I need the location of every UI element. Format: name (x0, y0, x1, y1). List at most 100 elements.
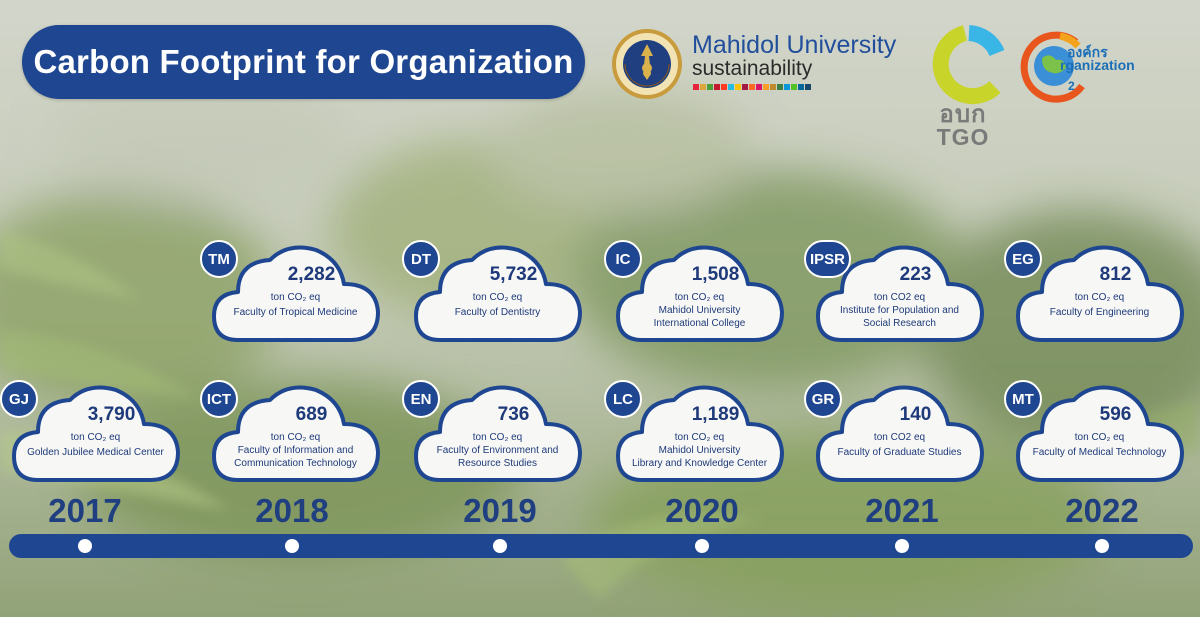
organization-code-badge: DT (402, 240, 440, 278)
organization-name: Faculty of Medical Technology (1016, 446, 1183, 459)
organization-name-line: Mahidol University (658, 445, 741, 456)
cloud-shape (816, 245, 984, 342)
emission-value: 5,732 (489, 264, 538, 285)
sdg-color-swatch (735, 84, 741, 90)
timeline-dot (78, 539, 92, 553)
organization-code-badge: EN (402, 380, 440, 418)
emission-value: 140 (899, 404, 932, 425)
organization-code-badge: TM (200, 240, 238, 278)
organization-name: Faculty of Tropical Medicine (212, 306, 379, 319)
timeline-dot (895, 539, 909, 553)
year-label-2018: 2018 (255, 492, 329, 529)
organization-name-line: Institute for Population and (840, 305, 959, 316)
emission-unit: ton CO₂ eq (1074, 432, 1125, 443)
emission-value: 596 (1099, 404, 1132, 425)
organization-name-line: Faculty of Medical Technology (1032, 447, 1167, 458)
organization-code-badge: IC (604, 240, 642, 278)
mahidol-seal-logo (612, 29, 682, 99)
organization-code-badge: EG (1004, 240, 1042, 278)
emission-unit: ton CO₂ eq (472, 292, 523, 303)
organization-name-line: Communication Technology (234, 458, 357, 469)
cloud-card-en: EN 736 ton CO₂ eq Faculty of Environment an… (402, 380, 585, 490)
sdg-color-swatch (707, 84, 713, 90)
cloud-card-dt: DT 5,732 ton CO₂ eq Faculty of Dentistry (402, 240, 585, 350)
sdg-color-swatch (700, 84, 706, 90)
emission-value: 223 (899, 264, 932, 285)
sdg-color-swatch (721, 84, 727, 90)
organization-name: Faculty of Information and Communication … (212, 444, 379, 470)
cloud-card-gr: GR 140 ton CO2 eq Faculty of Graduate Studi… (804, 380, 987, 490)
sdg-color-swatch (770, 84, 776, 90)
organization-name-line: Faculty of Graduate Studies (837, 447, 962, 458)
co2-organization-thai-label: องค์กร (1067, 44, 1108, 60)
mahidol-university-name: Mahidol University (692, 31, 897, 59)
organization-code-badge: LC (604, 380, 642, 418)
organization-name: Faculty of Environment and Resource Studi… (414, 444, 581, 470)
emission-unit: ton CO₂ eq (674, 432, 725, 443)
sdg-color-swatch (756, 84, 762, 90)
emission-value: 689 (295, 404, 328, 425)
cloud-card-ipsr: IPSR 223 ton CO2 eq Institute for Populatio… (804, 240, 987, 350)
co2-organization-logo: 2 (1020, 31, 1085, 103)
year-label-2020: 2020 (665, 492, 739, 529)
cloud-card-gj: GJ 3,790 ton CO₂ eq Golden Jubilee Medical … (0, 380, 183, 490)
timeline-dot (285, 539, 299, 553)
organization-name-line: Golden Jubilee Medical Center (27, 447, 164, 458)
year-label-2021: 2021 (865, 492, 939, 529)
mahidol-sustainability-label: sustainability (692, 57, 813, 80)
organization-name: Mahidol University International College (616, 304, 783, 330)
organization-name: Golden Jubilee Medical Center (12, 446, 179, 459)
sdg-color-swatch (693, 84, 699, 90)
cloud-shape (414, 245, 582, 342)
cloud-shape (616, 385, 784, 482)
page-title: Carbon Footprint for Organization (22, 25, 585, 99)
emission-value: 736 (497, 404, 530, 425)
emission-unit: ton CO₂ eq (270, 432, 321, 443)
emission-value: 1,189 (691, 404, 740, 425)
cloud-card-ict: ICT 689 ton CO₂ eq Faculty of Information a… (200, 380, 383, 490)
emission-unit: ton CO2 eq (873, 292, 926, 303)
cloud-card-lc: LC 1,189 ton CO₂ eq Mahidol University Libra… (604, 380, 787, 490)
sdg-color-swatch (763, 84, 769, 90)
timeline-bar (9, 534, 1193, 558)
cloud-shape (212, 385, 380, 482)
sdg-color-swatch (749, 84, 755, 90)
organization-name: Faculty of Engineering (1016, 306, 1183, 319)
organization-name: Institute for Population and Social Resea… (816, 304, 983, 330)
tgo-english-label: TGO (936, 124, 990, 150)
co2-organization-english-label: rganization (1060, 57, 1135, 73)
organization-name-line: Faculty of Tropical Medicine (233, 307, 358, 318)
cloud-card-tm: TM 2,282 ton CO₂ eq Faculty of Tropical Med… (200, 240, 383, 350)
tgo-logo (932, 25, 1005, 105)
emission-value: 2,282 (287, 264, 336, 285)
sdg-color-swatch (728, 84, 734, 90)
organization-name-line: International College (653, 318, 746, 329)
cloud-shape (616, 245, 784, 342)
organization-name: Faculty of Graduate Studies (816, 446, 983, 459)
cloud-card-eg: EG 812 ton CO₂ eq Faculty of Engineering (1004, 240, 1187, 350)
emission-unit: ton CO₂ eq (270, 292, 321, 303)
organization-name-line: Mahidol University (658, 305, 741, 316)
emission-value: 3,790 (87, 404, 136, 425)
cloud-card-ic: IC 1,508 ton CO₂ eq Mahidol University Inter… (604, 240, 787, 350)
cloud-shape (12, 385, 180, 482)
organization-code-badge: ICT (200, 380, 238, 418)
organization-name-line: Library and Knowledge Center (631, 458, 768, 469)
sdg-color-swatch (784, 84, 790, 90)
year-label-2022: 2022 (1065, 492, 1139, 529)
emission-unit: ton CO₂ eq (472, 432, 523, 443)
organization-name-line: Faculty of Dentistry (454, 307, 541, 318)
sdg-color-bar (693, 84, 811, 90)
sdg-color-swatch (714, 84, 720, 90)
timeline-dot (1095, 539, 1109, 553)
timeline-dot (493, 539, 507, 553)
cloud-shape (212, 245, 380, 342)
organization-code-badge: IPSR (804, 240, 852, 278)
sdg-color-swatch (805, 84, 811, 90)
organization-code-badge: GJ (0, 380, 38, 418)
organization-name-line: Resource Studies (458, 458, 537, 469)
organization-name-line: Faculty of Information and (237, 445, 354, 456)
organization-name-line: Social Research (863, 318, 936, 329)
svg-text:2: 2 (1068, 79, 1075, 93)
